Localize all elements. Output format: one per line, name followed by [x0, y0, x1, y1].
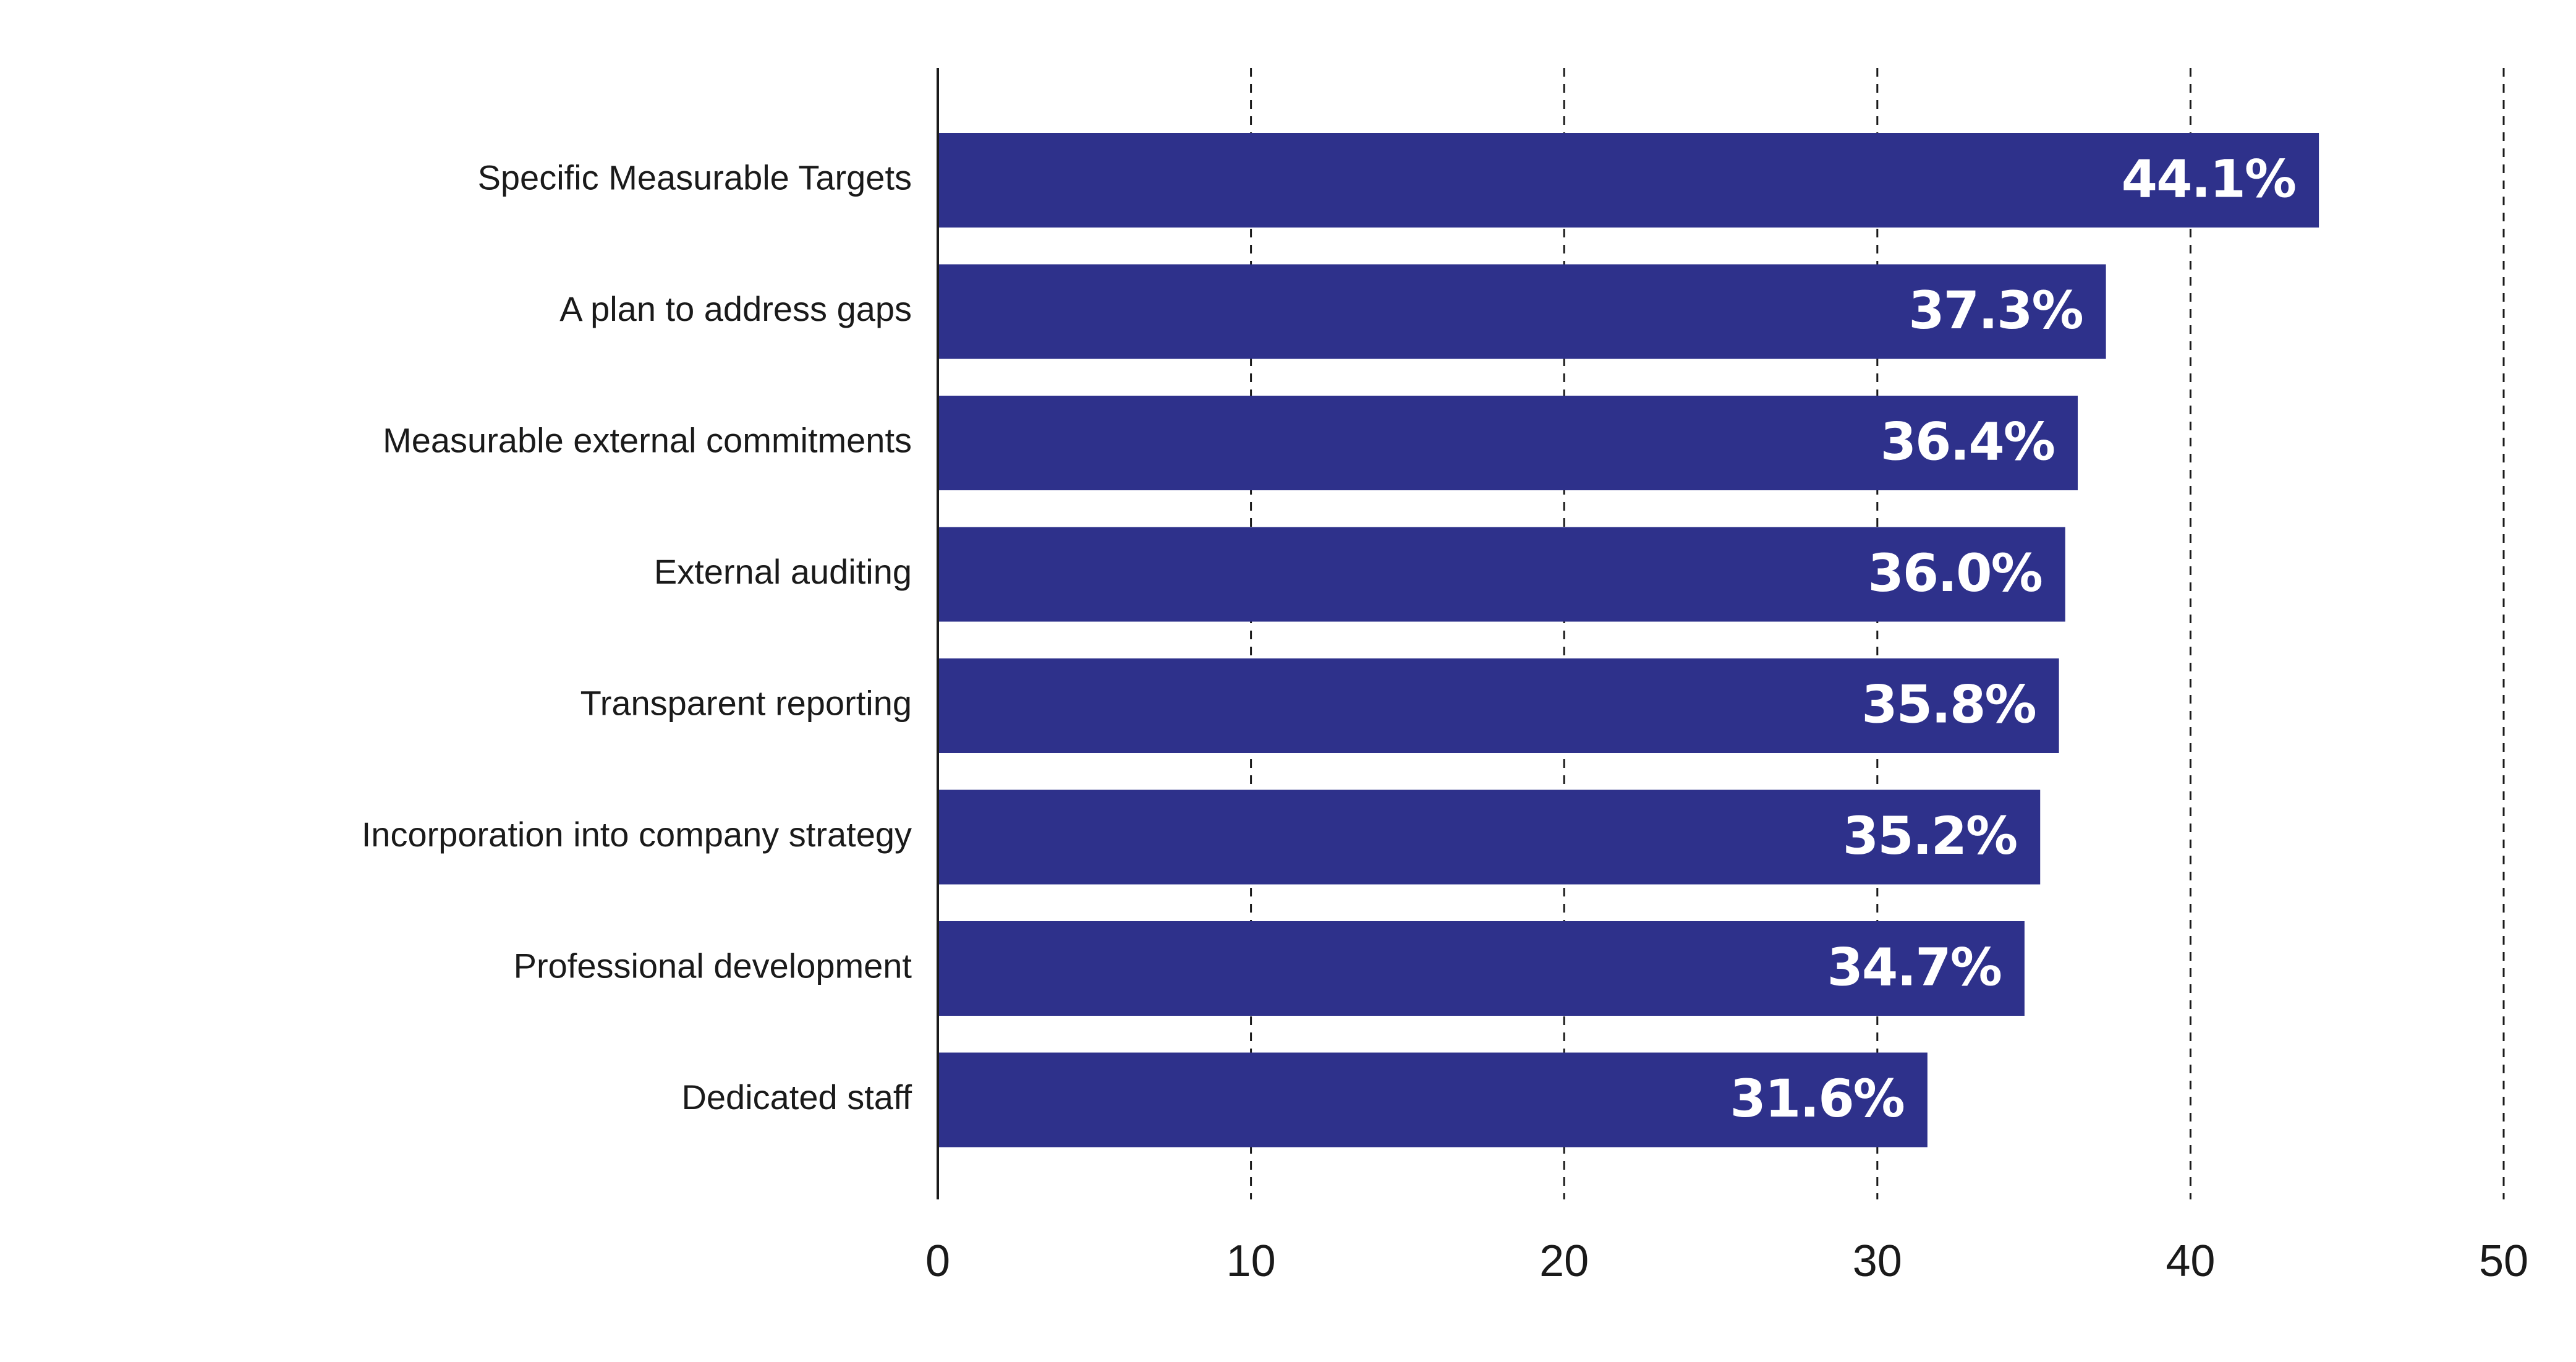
bar-7	[938, 921, 2025, 1016]
data-label-5: 35.8%	[1861, 674, 2035, 734]
bar-1	[938, 133, 2319, 228]
data-label-4: 36.0%	[1868, 543, 2041, 603]
bar-2	[938, 264, 2106, 359]
data-label-8: 31.6%	[1730, 1068, 1903, 1129]
bar-8	[938, 1052, 1928, 1147]
category-label-4: External auditing	[654, 552, 912, 591]
data-label-1: 44.1%	[2122, 148, 2295, 209]
category-label-7: Professional development	[514, 946, 912, 985]
data-label-7: 34.7%	[1827, 937, 2000, 997]
category-label-1: Specific Measurable Targets	[478, 158, 912, 197]
x-tick-label-30: 30	[1853, 1236, 1902, 1286]
bar-5	[938, 658, 2059, 753]
category-label-3: Measurable external commitments	[383, 420, 912, 459]
x-tick-label-20: 20	[1539, 1236, 1589, 1286]
bar-3	[938, 396, 2078, 490]
category-label-5: Transparent reporting	[580, 683, 912, 722]
bar-4	[938, 527, 2065, 622]
data-label-3: 36.4%	[1881, 411, 2054, 472]
bar-6	[938, 790, 2041, 885]
bars	[938, 133, 2319, 1147]
x-tick-label-50: 50	[2479, 1236, 2528, 1286]
data-label-2: 37.3%	[1908, 280, 2082, 341]
x-tick-label-40: 40	[2166, 1236, 2215, 1286]
data-label-6: 35.2%	[1843, 806, 2017, 866]
x-tick-label-10: 10	[1226, 1236, 1276, 1286]
category-label-2: A plan to address gaps	[559, 289, 912, 328]
gridlines	[1250, 68, 2505, 1199]
category-label-6: Incorporation into company strategy	[362, 815, 912, 854]
labels: Specific Measurable Targets 44.1% A plan t…	[362, 148, 2528, 1286]
x-tick-label-0: 0	[925, 1236, 950, 1286]
category-label-8: Dedicated staff	[681, 1078, 912, 1117]
